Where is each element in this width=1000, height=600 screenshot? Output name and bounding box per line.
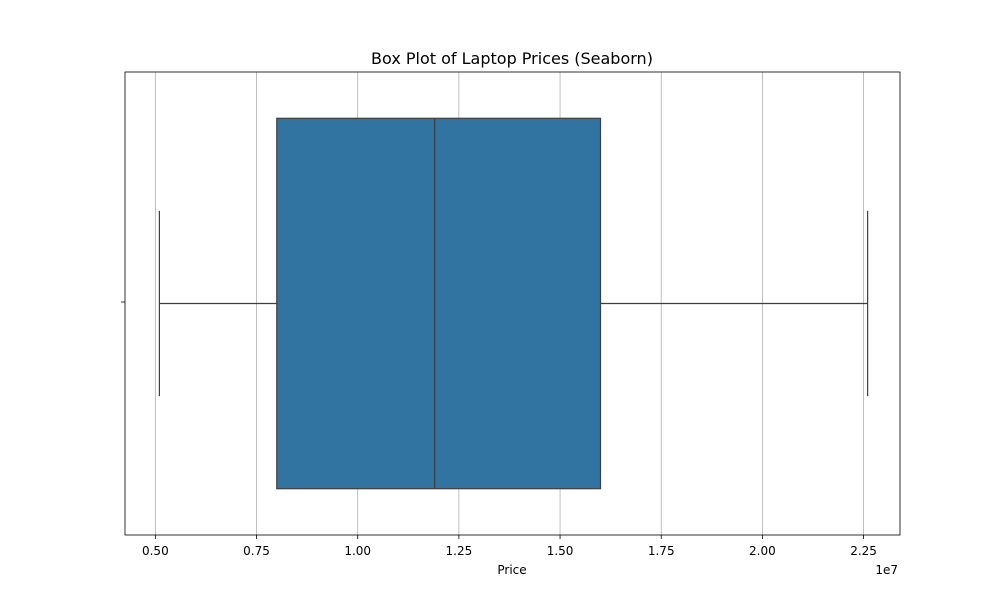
plot-frame	[124, 71, 901, 536]
box-plot	[158, 117, 869, 490]
iqr-box	[276, 117, 602, 490]
x-tick-label: 2.00	[749, 544, 776, 558]
x-axis-label: Price	[497, 563, 526, 577]
x-tick-label: 1.75	[648, 544, 675, 558]
x-tick-label: 2.25	[850, 544, 877, 558]
x-axis-scale-label: 1e7	[875, 563, 898, 577]
x-tick-label: 1.25	[446, 544, 473, 558]
x-tick-label: 1.00	[344, 544, 371, 558]
x-axis-ticks: 0.50 0.75 1.00 1.25 1.50 1.75 2.00 2.25	[142, 535, 877, 558]
chart-title: Box Plot of Laptop Prices (Seaborn)	[371, 49, 653, 68]
x-tick-label: 1.50	[547, 544, 574, 558]
x-tick-label: 0.75	[243, 544, 270, 558]
x-tick-label: 0.50	[142, 544, 169, 558]
